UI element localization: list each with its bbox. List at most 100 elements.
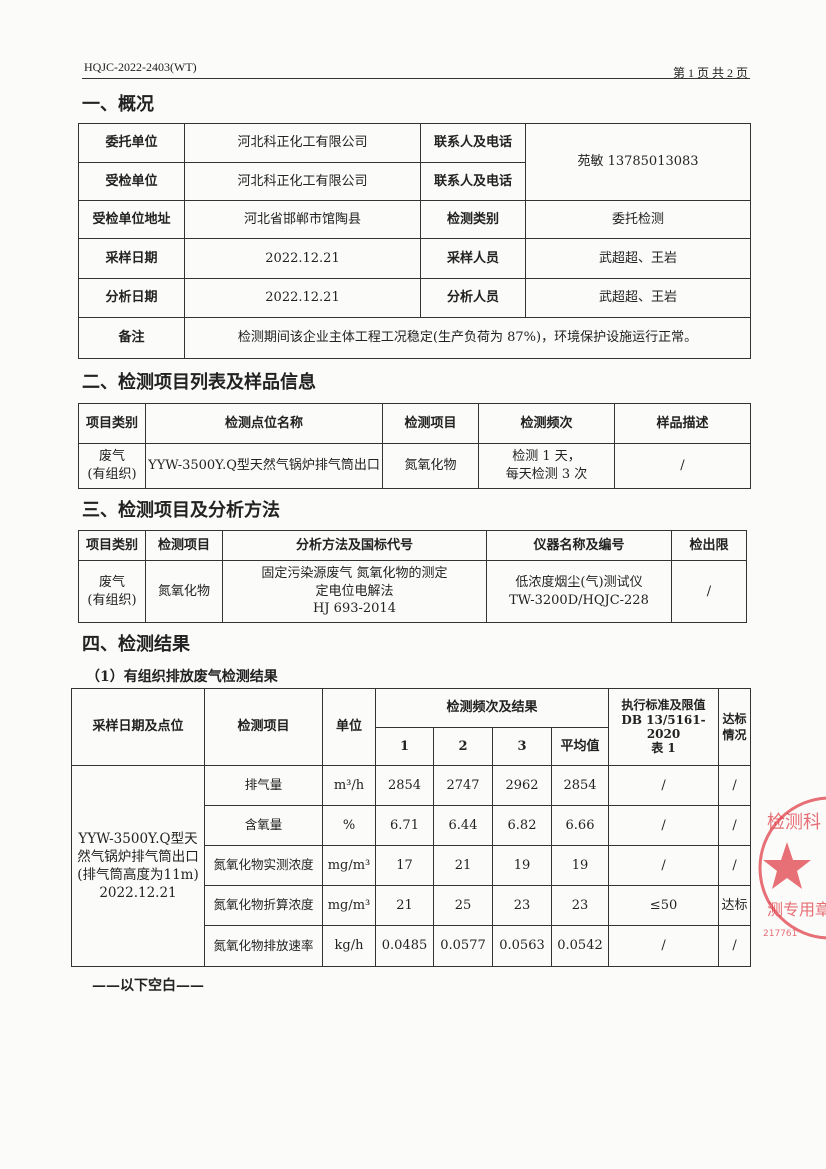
header-cell: 执行标准及限值 DB 13/5161-2020 表 1 <box>608 688 720 766</box>
section-4-title: 四、检测结果 <box>82 634 190 655</box>
label: 委托单位 <box>78 123 185 163</box>
remark-text: 检测期间该企业主体工程工况稳定(生产负荷为 87%)，环境保护设施运行正常。 <box>184 317 751 359</box>
result-value: 2962 <box>492 765 552 806</box>
header-cell: 项目类别 <box>78 530 146 561</box>
result-value: 2854 <box>375 765 434 806</box>
result-value: 6.44 <box>433 805 493 846</box>
section-3-title: 三、检测项目及分析方法 <box>82 500 280 521</box>
header-cell: 仪器名称及编号 <box>486 530 672 561</box>
result-value: 0.0542 <box>550 925 610 967</box>
header-cell: 1 <box>375 727 434 766</box>
remark-label: 备注 <box>78 317 185 359</box>
unit: kg/h <box>322 925 376 967</box>
method-table: 项目类别 检测项目 分析方法及国标代号 仪器名称及编号 检出限 废气 (有组织) 氮氧化物… <box>78 530 747 623</box>
header-cell: 检测项目 <box>204 688 323 766</box>
cell: / <box>671 560 747 623</box>
value: 武超超、王岩 <box>525 238 751 279</box>
header-cell: 2 <box>433 727 493 766</box>
value: 委托检测 <box>525 200 751 239</box>
result-value: 6.71 <box>375 805 434 846</box>
value: 河北科正化工有限公司 <box>184 162 421 201</box>
sampling-point: YYW-3500Y.Q型天然气锅炉排气筒出口(排气筒高度为11m) 2022.1… <box>71 765 205 967</box>
header-rule <box>82 78 750 79</box>
value: 武超超、王岩 <box>525 278 751 318</box>
unit: % <box>322 805 376 846</box>
label: 受检单位 <box>78 162 185 201</box>
header-cell: 3 <box>492 727 552 766</box>
section-1-title: 一、概况 <box>82 94 154 115</box>
standard-limit: ≤50 <box>608 885 720 926</box>
stamp-star-icon <box>763 842 811 889</box>
label: 联系人及电话 <box>420 162 526 201</box>
item: 排气量 <box>204 765 323 806</box>
unit: mg/m³ <box>322 885 376 926</box>
header-cell: 检测项目 <box>382 403 479 444</box>
value: 河北科正化工有限公司 <box>184 123 421 163</box>
header-cell: 检出限 <box>671 530 747 561</box>
label: 采样日期 <box>78 238 185 279</box>
contact-value: 苑敏 13785013083 <box>525 123 751 201</box>
page-number: 第 1 页 共 2 页 <box>672 66 748 80</box>
header-cell: 检测频次及结果 <box>374 688 610 728</box>
cell: 氮氧化物 <box>382 443 479 489</box>
end-marker: ——以下空白—— <box>92 978 204 994</box>
svg-text:检测科: 检测科 <box>767 812 821 833</box>
header-cell: 单位 <box>322 688 376 766</box>
header-cell: 分析方法及国标代号 <box>222 530 487 561</box>
cell: 废气 (有组织) <box>78 443 146 489</box>
result-value: 21 <box>433 845 493 886</box>
standard-limit: / <box>608 765 720 806</box>
standard-limit: / <box>608 925 720 967</box>
unit: m³/h <box>322 765 376 806</box>
compliance: / <box>718 845 752 886</box>
item: 氮氧化物实测浓度 <box>204 845 323 886</box>
standard-limit: / <box>608 805 720 846</box>
result-value: 19 <box>550 845 610 886</box>
section-2-title: 二、检测项目列表及样品信息 <box>82 372 316 393</box>
item: 氮氧化物排放速率 <box>204 925 323 967</box>
item: 氮氧化物折算浓度 <box>204 885 323 926</box>
cell: 低浓度烟尘(气)测试仪 TW-3200D/HQJC-228 <box>486 560 672 623</box>
result-value: 23 <box>492 885 552 926</box>
cell: YYW-3500Y.Q型天然气锅炉排气筒出口 <box>145 443 383 489</box>
compliance: / <box>718 805 752 846</box>
label: 受检单位地址 <box>78 200 185 239</box>
overview-table: 委托单位 河北科正化工有限公司 联系人及电话 苑敏 13785013083 受检单位河… <box>78 123 751 359</box>
compliance: / <box>718 925 752 967</box>
cell: / <box>614 443 751 489</box>
compliance: 达标 <box>718 885 752 926</box>
header-cell: 采样日期及点位 <box>71 688 205 766</box>
header-cell: 检测点位名称 <box>145 403 383 444</box>
results-subtitle: （1）有组织排放废气检测结果 <box>86 669 278 685</box>
svg-text:测专用章: 测专用章 <box>767 900 826 919</box>
svg-text:217761: 217761 <box>763 929 797 939</box>
cell: 固定污染源废气 氮氧化物的测定 定电位电解法 HJ 693-2014 <box>222 560 487 623</box>
compliance: / <box>718 765 752 806</box>
header-cell: 项目类别 <box>78 403 146 444</box>
result-value: 0.0577 <box>433 925 493 967</box>
stamp-ring <box>758 796 826 940</box>
result-value: 21 <box>375 885 434 926</box>
label: 采样人员 <box>420 238 526 279</box>
result-value: 0.0485 <box>375 925 434 967</box>
result-value: 23 <box>550 885 610 926</box>
result-row: 含氧量% 6.71 6.44 6.82 6.66// <box>72 805 752 846</box>
result-value: 2747 <box>433 765 493 806</box>
header-cell: 平均值 <box>550 727 610 766</box>
items-table: 项目类别 检测点位名称 检测项目 检测频次 样品描述 废气 (有组织) YYW-3500Y… <box>78 403 751 489</box>
result-value: 0.0563 <box>492 925 552 967</box>
cell: 检测 1 天， 每天检测 3 次 <box>478 443 615 489</box>
label: 联系人及电话 <box>420 123 526 163</box>
value: 2022.12.21 <box>184 278 421 318</box>
label: 分析人员 <box>420 278 526 318</box>
official-stamp: 检测科 测专用章 217761 <box>758 796 826 940</box>
result-row: 氮氧化物排放速率 kg/h 0.0485 0.0577 0.0563 0.0542// <box>72 925 752 967</box>
label: 检测类别 <box>420 200 526 239</box>
standard-limit: / <box>608 845 720 886</box>
result-value: 17 <box>375 845 434 886</box>
header-cell: 达标 情况 <box>718 688 752 766</box>
label: 分析日期 <box>78 278 185 318</box>
result-value: 6.66 <box>550 805 610 846</box>
result-value: 25 <box>433 885 493 926</box>
